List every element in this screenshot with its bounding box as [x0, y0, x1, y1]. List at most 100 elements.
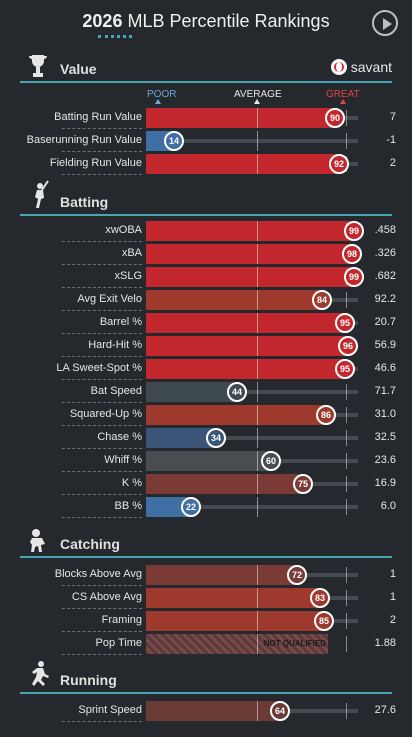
percentile-badge[interactable]: 98 — [342, 244, 362, 264]
baseball-icon — [330, 59, 347, 75]
metric-value: 2 — [389, 614, 396, 626]
percentile-badge[interactable]: 90 — [325, 108, 345, 128]
row-divider — [62, 517, 142, 518]
metric-value: 71.7 — [374, 385, 396, 397]
metric-row: Chase % 34 32.5 — [0, 427, 412, 449]
percentile-badge[interactable]: 44 — [227, 382, 247, 402]
percentile-bar — [146, 108, 337, 128]
section-divider — [20, 692, 392, 694]
percentile-badge[interactable]: 92 — [329, 154, 349, 174]
row-divider — [62, 264, 142, 265]
section-label: Running — [60, 672, 117, 688]
average-line — [257, 451, 258, 471]
percentile-bar — [146, 701, 282, 721]
percentile-badge[interactable]: 34 — [206, 428, 226, 448]
section-label: Value — [60, 61, 97, 77]
section-value: Value savant — [20, 53, 392, 83]
not-qualified-bar: NOT QUALIFIED — [146, 634, 328, 654]
metric-row: Bat Speed 44 71.7 — [0, 381, 412, 403]
percentile-badge[interactable]: 99 — [344, 221, 364, 241]
percentile-badge[interactable]: 96 — [338, 336, 358, 356]
metric-name: Pop Time — [95, 637, 142, 649]
great-line — [346, 133, 347, 149]
metric-row: xwOBA 99 .458 — [0, 220, 412, 242]
percentile-badge[interactable]: 95 — [335, 313, 355, 333]
average-line — [257, 428, 258, 448]
average-line — [257, 290, 258, 310]
row-divider — [62, 379, 142, 380]
percentile-bar — [146, 405, 328, 425]
percentile-bar — [146, 290, 324, 310]
row-divider — [62, 310, 142, 311]
row-divider — [62, 151, 142, 152]
row-divider — [62, 631, 142, 632]
percentile-bar — [146, 588, 322, 608]
great-line — [346, 636, 347, 652]
percentile-badge[interactable]: 99 — [344, 267, 364, 287]
percentile-bar — [146, 267, 356, 287]
percentile-badge[interactable]: 95 — [335, 359, 355, 379]
percentile-badge[interactable]: 83 — [310, 588, 330, 608]
average-line — [257, 313, 258, 333]
metric-value: 56.9 — [374, 339, 396, 351]
average-line — [257, 497, 258, 517]
percentile-bar — [146, 359, 347, 379]
metric-row: Avg Exit Velo 84 92.2 — [0, 289, 412, 311]
percentile-badge[interactable]: 86 — [316, 405, 336, 425]
percentile-badge[interactable]: 60 — [261, 451, 281, 471]
percentile-track — [146, 390, 358, 394]
metric-name: Fielding Run Value — [49, 157, 142, 169]
title-text: MLB Percentile Rankings — [127, 11, 330, 31]
scale-average-marker — [254, 99, 260, 104]
great-line — [346, 292, 347, 308]
average-line — [257, 267, 258, 287]
percentile-badge[interactable]: 85 — [314, 611, 334, 631]
row-divider — [62, 174, 142, 175]
great-line — [346, 567, 347, 583]
percentile-bar — [146, 244, 354, 264]
percentile-track — [146, 505, 358, 509]
metric-row: Baserunning Run Value 14 -1 — [0, 130, 412, 152]
great-line — [346, 499, 347, 515]
metric-value: 46.6 — [374, 362, 396, 374]
metric-row: xBA 98 .326 — [0, 243, 412, 265]
percentile-badge[interactable]: 14 — [164, 131, 184, 151]
average-line — [257, 474, 258, 494]
percentile-badge[interactable]: 22 — [181, 497, 201, 517]
not-qualified-label: NOT QUALIFIED — [263, 639, 326, 648]
scale-average-label: AVERAGE — [234, 89, 282, 100]
percentile-badge[interactable]: 84 — [312, 290, 332, 310]
metric-value: -1 — [386, 134, 396, 146]
title-underline-dots — [98, 35, 132, 38]
percentile-badge[interactable]: 72 — [287, 565, 307, 585]
metric-row: Barrel % 95 20.7 — [0, 312, 412, 334]
scale-great-label: GREAT — [326, 89, 360, 100]
percentile-badge[interactable]: 75 — [293, 474, 313, 494]
percentile-badge[interactable]: 64 — [270, 701, 290, 721]
metric-row: Fielding Run Value 92 2 — [0, 153, 412, 175]
batter-icon — [35, 180, 49, 208]
metric-value: 2 — [389, 157, 396, 169]
average-line — [257, 701, 258, 721]
percentile-bar — [146, 336, 350, 356]
percentile-bar — [146, 428, 218, 448]
metric-value: 23.6 — [374, 454, 396, 466]
metric-name: Bat Speed — [90, 385, 142, 397]
percentile-bar — [146, 565, 299, 585]
metric-name: K % — [121, 477, 142, 489]
great-line — [346, 110, 347, 126]
section-batting: Batting — [20, 180, 392, 216]
metric-value: 20.7 — [374, 316, 396, 328]
average-line — [257, 405, 258, 425]
average-line — [257, 565, 258, 585]
metric-row: Batting Run Value 90 7 — [0, 107, 412, 129]
section-catching: Catching — [20, 528, 392, 558]
percentile-track — [146, 139, 358, 143]
metric-name: Blocks Above Avg — [54, 568, 142, 580]
percentile-bar — [146, 611, 326, 631]
metric-row: BB % 22 6.0 — [0, 496, 412, 518]
metric-value: 6.0 — [380, 500, 396, 512]
play-button[interactable] — [372, 10, 398, 36]
average-line — [257, 588, 258, 608]
